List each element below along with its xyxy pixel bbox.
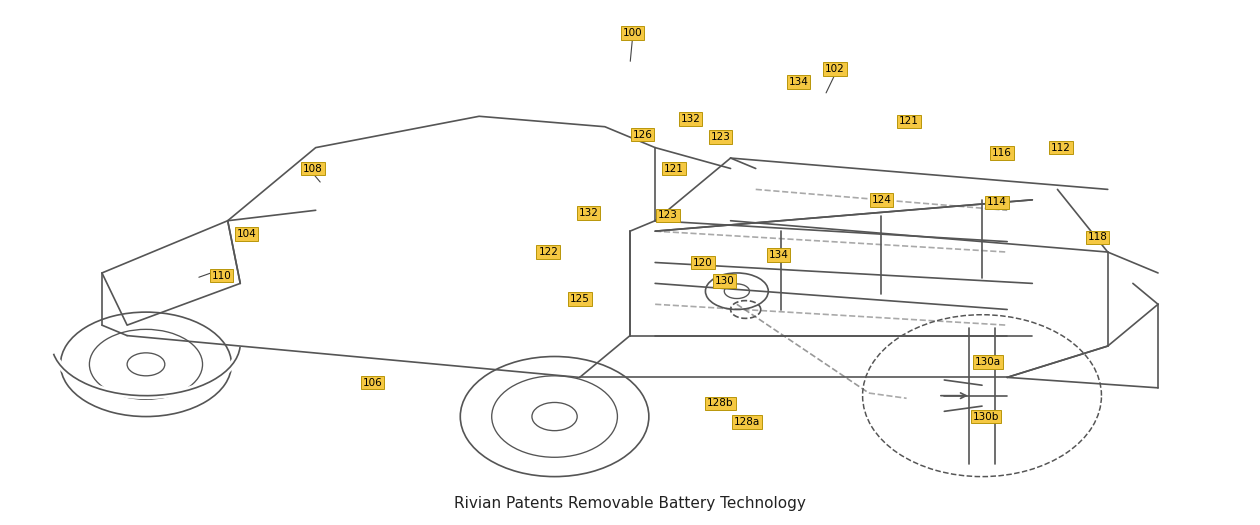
Text: 124: 124: [872, 195, 891, 205]
Text: 121: 121: [664, 163, 684, 173]
Text: 128b: 128b: [707, 398, 733, 408]
Text: 112: 112: [1051, 143, 1071, 153]
Text: 122: 122: [538, 247, 558, 257]
Text: 130: 130: [714, 276, 735, 286]
Text: 110: 110: [212, 270, 232, 280]
Text: 114: 114: [987, 197, 1007, 207]
Text: 126: 126: [633, 130, 653, 140]
Text: 130b: 130b: [973, 412, 999, 422]
Text: 118: 118: [1087, 233, 1108, 243]
Text: 100: 100: [622, 28, 643, 38]
Text: 132: 132: [680, 114, 701, 124]
Text: 102: 102: [825, 64, 844, 74]
Text: 108: 108: [304, 163, 323, 173]
Text: 121: 121: [900, 117, 919, 127]
Text: 125: 125: [570, 294, 590, 304]
Text: 123: 123: [658, 211, 678, 220]
Text: 134: 134: [789, 77, 809, 87]
Text: 123: 123: [711, 132, 731, 142]
Text: 104: 104: [237, 229, 257, 239]
Text: 106: 106: [363, 377, 382, 387]
Text: 128a: 128a: [733, 417, 760, 427]
Text: Rivian Patents Removable Battery Technology: Rivian Patents Removable Battery Technol…: [454, 496, 806, 510]
Text: 116: 116: [992, 148, 1012, 158]
Text: 120: 120: [693, 257, 713, 268]
Text: 134: 134: [769, 250, 789, 260]
Text: 130a: 130a: [975, 356, 1002, 367]
Text: 132: 132: [578, 208, 598, 218]
